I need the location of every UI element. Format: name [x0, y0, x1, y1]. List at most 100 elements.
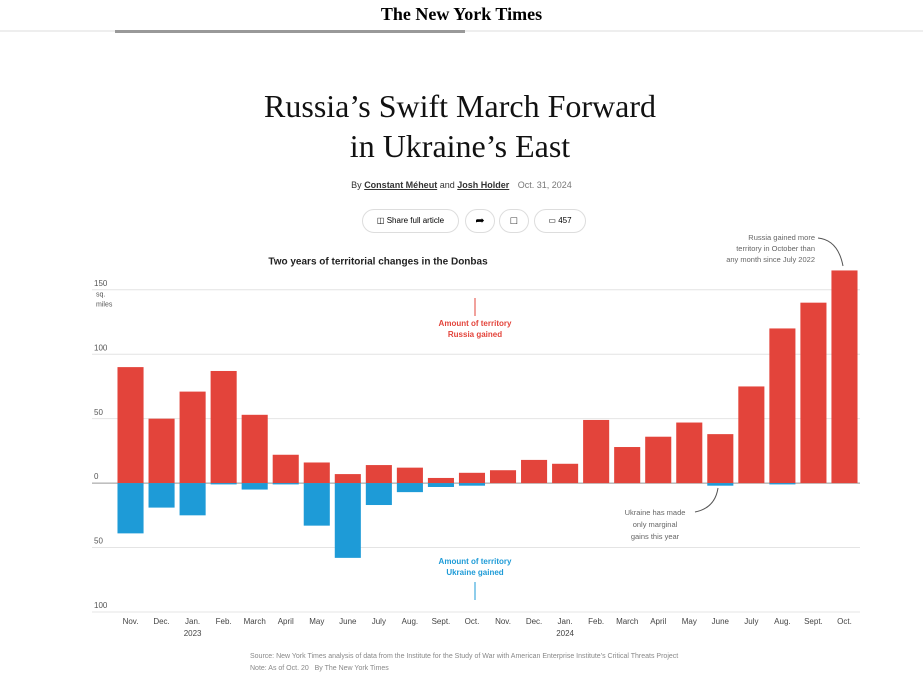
bar: [583, 419, 610, 484]
x-tick-label: July: [372, 617, 386, 626]
x-tick-label: Aug.: [402, 617, 418, 626]
source: Source: New York Times analysis of data …: [250, 651, 690, 675]
bar: [489, 470, 517, 484]
x-tick-label: Nov.: [495, 617, 511, 626]
y-tick-label: 0: [94, 472, 99, 481]
x-tick-label: June: [712, 617, 730, 626]
bar: [148, 483, 175, 508]
x-tick-label: Sept.: [804, 617, 823, 626]
save-button[interactable]: □: [499, 209, 529, 233]
bar: [800, 302, 827, 484]
x-tick-label: March: [244, 617, 266, 626]
bar: [707, 483, 734, 486]
x-tick-label: July: [744, 617, 758, 626]
x-tick-label: Jan.: [185, 617, 200, 626]
annotation-arrow: [694, 487, 719, 513]
note: Note: As of Oct. 20: [250, 665, 309, 672]
y-tick-label: 50: [94, 537, 103, 546]
annotation: Ukraine has made: [625, 508, 686, 517]
bar: [831, 270, 858, 484]
comments-count: 457: [558, 216, 572, 225]
legend-ukraine: Amount of territory Ukraine gained: [439, 557, 512, 577]
x-tick-label: June: [339, 617, 357, 626]
author[interactable]: Josh Holder: [457, 180, 510, 190]
bar: [769, 328, 796, 484]
bar: [210, 370, 237, 484]
bar: [396, 467, 423, 484]
y-tick-label: 100: [94, 601, 108, 610]
bar: [396, 483, 423, 493]
x-tick-label: May: [682, 617, 697, 626]
bar: [365, 465, 392, 484]
bar: [272, 483, 299, 485]
x-tick-label: Jan.: [558, 617, 573, 626]
bar: [645, 436, 672, 484]
byline: By Constant Méheut and Josh Holder Oct. …: [0, 180, 923, 190]
x-tick-label: Nov.: [123, 617, 139, 626]
bar: [552, 463, 579, 484]
bar: [334, 483, 361, 558]
legend-russia: Amount of territory Russia gained: [439, 319, 512, 339]
source-text: Source: New York Times analysis of data …: [250, 653, 679, 660]
bar: [303, 462, 330, 484]
progress: [115, 30, 465, 33]
bar: [334, 474, 361, 484]
x-tick-label: March: [616, 617, 638, 626]
bar: [241, 414, 268, 484]
bar: [769, 483, 796, 485]
bar: [614, 447, 641, 484]
x-tick-label: Dec.: [526, 617, 542, 626]
y-tick-label: 150: [94, 279, 108, 288]
x-tick-label: May: [309, 617, 324, 626]
annotation: gains this year: [631, 532, 680, 541]
annotation: territory in October than: [736, 244, 815, 253]
bar: [117, 483, 144, 534]
x-tick-label: Aug.: [774, 617, 790, 626]
bar: [117, 367, 144, 484]
bar: [303, 483, 330, 526]
annotation-arrow: [817, 237, 844, 267]
author[interactable]: Constant Méheut: [364, 180, 438, 190]
unit-label: miles: [96, 302, 113, 309]
masthead[interactable]: The New York Times: [380, 4, 543, 24]
bar: [210, 483, 237, 485]
x-year-label: 2023: [184, 629, 202, 638]
x-tick-label: Feb.: [216, 617, 232, 626]
credit: By The New York Times: [314, 665, 389, 672]
comments-button[interactable]: ▭ 457: [534, 209, 586, 233]
share-button[interactable]: ◫ Share full article: [362, 209, 459, 233]
top-bar: The New York Times: [0, 0, 923, 33]
bar: [427, 483, 454, 487]
by: By: [351, 180, 362, 190]
forward-button[interactable]: ➦: [465, 209, 495, 233]
x-tick-label: Dec.: [153, 617, 169, 626]
bar: [738, 386, 765, 484]
bar: [241, 483, 268, 490]
headline: Russia’s Swift March Forward in Ukraine’…: [264, 88, 656, 164]
chart-title: Two years of territorial changes in the …: [268, 257, 488, 268]
x-tick-label: April: [650, 617, 666, 626]
x-tick-label: Oct.: [465, 617, 480, 626]
bar: [179, 391, 206, 484]
x-tick-label: Oct.: [837, 617, 852, 626]
annotation: any month since July 2022: [726, 255, 815, 264]
unit-label: sq.: [96, 292, 105, 299]
annotation: Russia gained more: [748, 233, 815, 242]
bar: [707, 434, 734, 484]
bar: [148, 418, 175, 484]
bar: [179, 483, 206, 516]
bar: [521, 459, 548, 484]
annotation: only marginal: [633, 520, 678, 529]
y-tick-label: 100: [94, 343, 108, 352]
y-tick-label: 50: [94, 408, 103, 417]
share-label: Share full article: [386, 216, 445, 225]
bar: [676, 422, 703, 484]
bar: [458, 483, 486, 486]
bar: [458, 472, 486, 484]
and: and: [439, 180, 455, 190]
x-tick-label: April: [278, 617, 294, 626]
x-tick-label: Sept.: [432, 617, 451, 626]
bar: [427, 477, 454, 484]
